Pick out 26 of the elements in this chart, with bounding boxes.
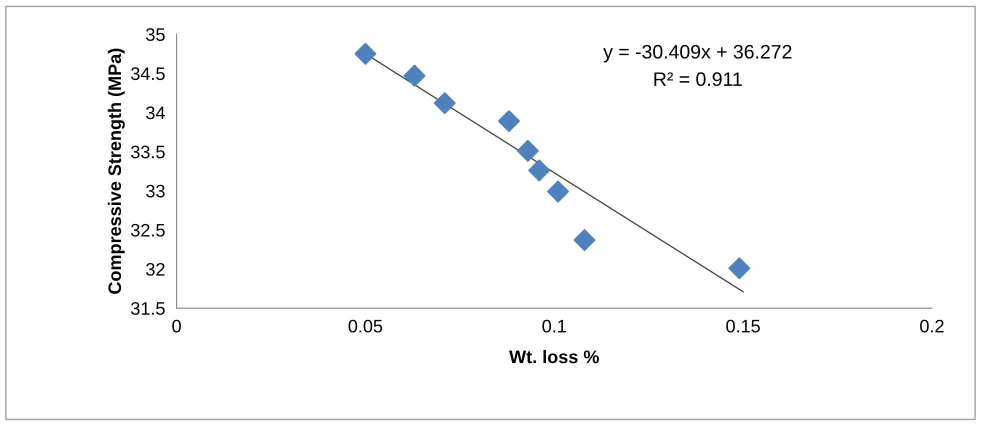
- y-tick-label: 34.5: [131, 67, 165, 80]
- y-tick-label: 32: [146, 262, 165, 276]
- point: [728, 257, 750, 280]
- y-tick-label: 35: [146, 28, 165, 41]
- x-tick-label: 0.15: [726, 320, 760, 333]
- point: [547, 180, 570, 203]
- x-tick-label: 0.1: [542, 320, 566, 333]
- point: [404, 64, 426, 87]
- y-tick-label: 34: [146, 106, 165, 120]
- point: [498, 110, 520, 132]
- x-tick-label: 0.05: [348, 320, 382, 333]
- point: [354, 42, 376, 65]
- y-tick-label: 33.5: [131, 146, 165, 158]
- x-axis-title: Wt. loss %: [509, 350, 599, 364]
- y-tick-label: 31.5: [131, 302, 165, 315]
- y-tick-label: 32.5: [131, 224, 165, 237]
- point: [434, 92, 456, 114]
- x-tick-label: 0: [172, 320, 181, 333]
- y-tick-label: 33: [146, 184, 165, 198]
- annotation: y = -30.409x + 36.272: [603, 44, 792, 62]
- point: [528, 159, 550, 182]
- point: [516, 140, 539, 162]
- point: [573, 229, 596, 252]
- y-axis-title: Compressive Strength (MPa): [108, 48, 125, 294]
- annotation: R² = 0.911: [654, 72, 742, 86]
- x-tick-label: 0.2: [920, 320, 944, 333]
